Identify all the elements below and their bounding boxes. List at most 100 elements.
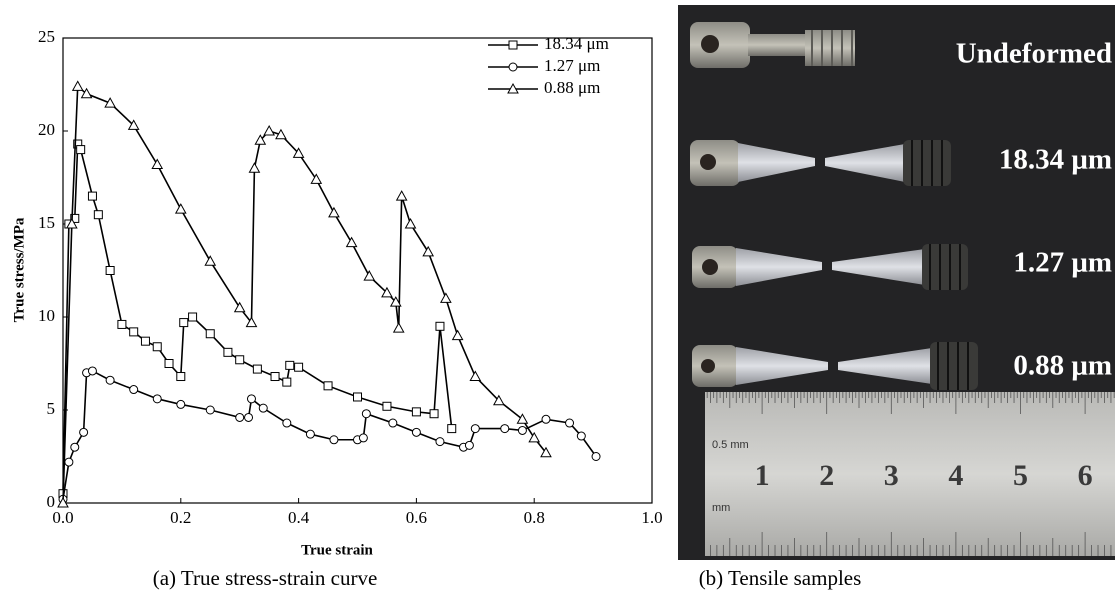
x-tick-label: 0.0 bbox=[52, 508, 73, 527]
marker bbox=[517, 425, 527, 435]
marker bbox=[151, 158, 164, 169]
marker bbox=[411, 407, 421, 417]
marker bbox=[285, 360, 295, 370]
marker bbox=[57, 496, 69, 508]
y-tick-label: 15 bbox=[38, 213, 55, 232]
marker bbox=[500, 424, 510, 434]
y-tick-label: 20 bbox=[38, 120, 55, 139]
plot-frame bbox=[62, 37, 653, 504]
photo-label: 18.34 μm bbox=[999, 144, 1112, 176]
marker bbox=[353, 392, 362, 402]
marker bbox=[64, 457, 74, 467]
marker bbox=[440, 292, 452, 303]
marker bbox=[176, 399, 186, 409]
legend-label: 1.27 μm bbox=[544, 56, 600, 75]
photo-label: 0.88 μm bbox=[1013, 350, 1112, 382]
marker bbox=[292, 147, 305, 158]
legend-marker bbox=[508, 62, 518, 72]
marker bbox=[235, 412, 245, 422]
x-tick-label: 1.0 bbox=[641, 508, 662, 527]
marker bbox=[117, 319, 127, 329]
ruler-unit: 0.5 mm bbox=[712, 439, 749, 451]
caption: (a) True stress-strain curve bbox=[153, 566, 378, 590]
marker bbox=[258, 403, 268, 413]
marker bbox=[328, 206, 340, 218]
marker bbox=[76, 145, 86, 155]
marker bbox=[392, 322, 405, 333]
marker bbox=[188, 312, 198, 322]
marker bbox=[252, 364, 262, 374]
marker bbox=[540, 446, 552, 458]
marker bbox=[329, 435, 339, 445]
marker bbox=[305, 429, 315, 439]
x-tick-label: 0.2 bbox=[170, 508, 191, 527]
marker bbox=[129, 327, 139, 337]
marker bbox=[411, 427, 421, 437]
marker bbox=[176, 372, 186, 382]
specimen bbox=[690, 140, 951, 186]
marker bbox=[263, 124, 275, 136]
marker bbox=[361, 409, 371, 419]
marker bbox=[80, 87, 93, 99]
x-axis-label: True strain bbox=[301, 542, 373, 558]
marker bbox=[71, 80, 84, 91]
marker bbox=[282, 418, 292, 428]
photo-label: 1.27 μm bbox=[1013, 247, 1112, 279]
marker bbox=[179, 318, 189, 328]
ruler-number: 3 bbox=[884, 459, 899, 492]
marker bbox=[244, 412, 254, 422]
marker bbox=[381, 286, 393, 298]
marker bbox=[204, 255, 217, 266]
marker bbox=[152, 342, 162, 352]
y-tick-label: 10 bbox=[38, 306, 55, 325]
marker bbox=[576, 431, 586, 441]
marker bbox=[429, 409, 439, 419]
series-line bbox=[62, 141, 453, 494]
marker bbox=[541, 414, 551, 424]
marker bbox=[235, 355, 245, 365]
marker bbox=[358, 433, 368, 443]
marker bbox=[294, 362, 304, 372]
marker bbox=[565, 418, 575, 428]
marker bbox=[591, 452, 601, 461]
marker bbox=[516, 413, 529, 424]
marker bbox=[470, 424, 480, 434]
marker bbox=[282, 377, 292, 387]
marker bbox=[248, 162, 261, 173]
marker bbox=[447, 424, 457, 434]
marker bbox=[233, 301, 246, 313]
marker bbox=[451, 329, 464, 341]
marker bbox=[104, 97, 116, 108]
marker bbox=[140, 336, 150, 346]
marker bbox=[70, 442, 80, 452]
marker bbox=[105, 375, 115, 385]
marker bbox=[65, 217, 78, 229]
marker bbox=[127, 119, 140, 130]
marker bbox=[129, 385, 139, 395]
marker bbox=[422, 245, 435, 257]
marker bbox=[174, 203, 187, 214]
marker bbox=[270, 372, 280, 382]
specimen bbox=[692, 244, 968, 290]
marker bbox=[275, 128, 287, 140]
series-line bbox=[62, 84, 547, 504]
legend-marker bbox=[507, 82, 519, 94]
marker bbox=[435, 437, 445, 447]
ruler-number: 5 bbox=[1013, 459, 1028, 492]
marker bbox=[310, 173, 323, 184]
legend-marker bbox=[508, 40, 518, 50]
marker bbox=[70, 213, 80, 223]
marker bbox=[388, 418, 398, 428]
marker bbox=[223, 347, 233, 357]
ruler-number: 4 bbox=[948, 459, 963, 492]
marker bbox=[164, 359, 174, 368]
specimen bbox=[690, 22, 855, 68]
marker bbox=[246, 394, 256, 404]
marker bbox=[404, 217, 417, 229]
marker bbox=[245, 316, 258, 328]
specimen bbox=[692, 342, 978, 390]
legend-label: 18.34 μm bbox=[544, 34, 609, 53]
marker bbox=[87, 366, 97, 376]
